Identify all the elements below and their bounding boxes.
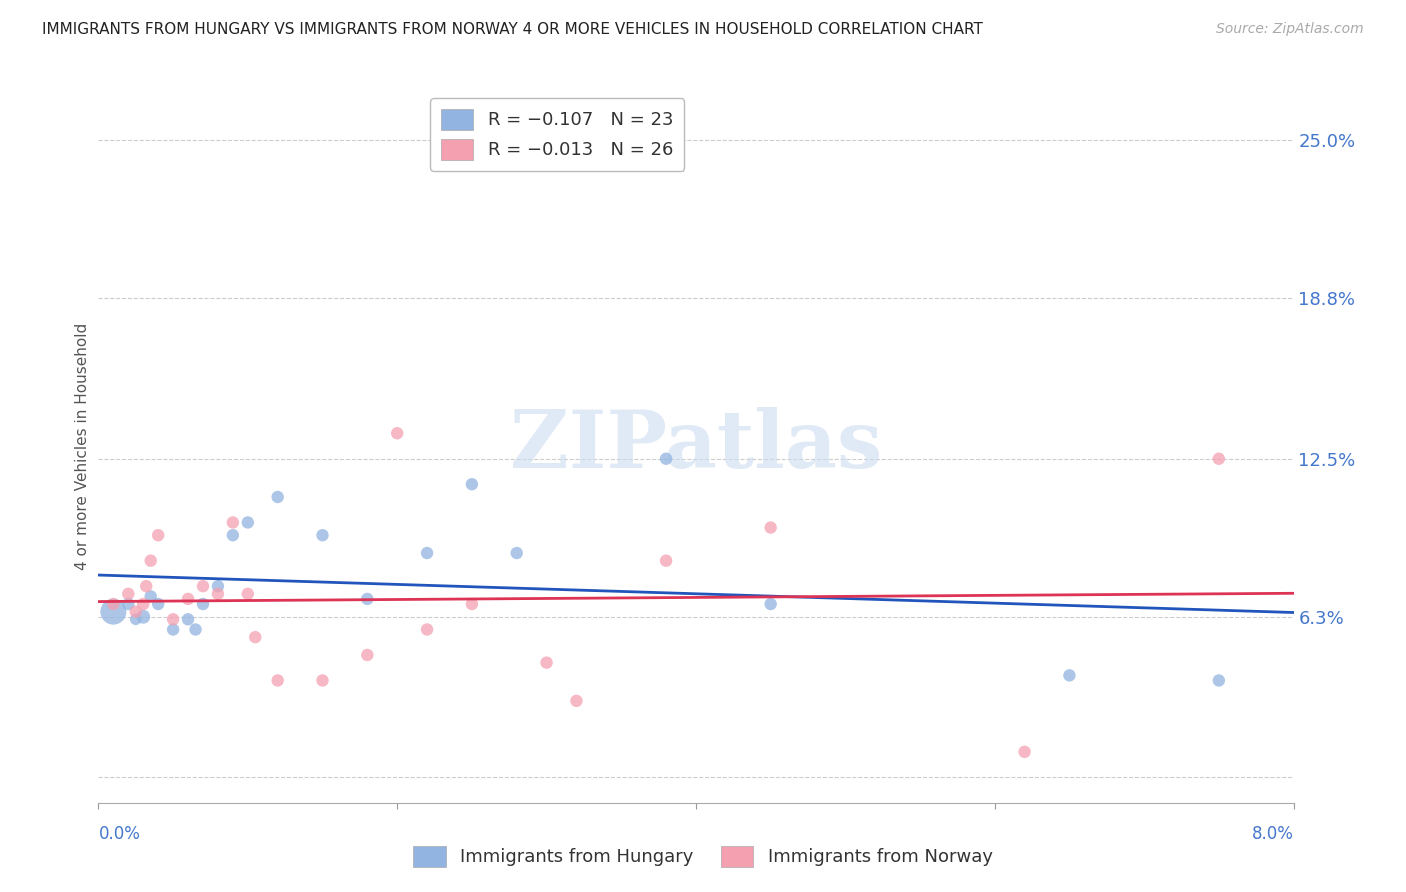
Point: [416, 546, 439, 560]
Text: ZIPatlas: ZIPatlas: [510, 407, 882, 485]
Point: [267, 490, 290, 504]
Point: [1208, 451, 1230, 466]
Point: [385, 426, 409, 441]
Point: [1014, 745, 1036, 759]
Point: [132, 609, 155, 624]
Point: [236, 587, 259, 601]
Point: [461, 597, 484, 611]
Point: [416, 623, 439, 637]
Point: [191, 597, 214, 611]
Point: [207, 579, 229, 593]
Point: [139, 554, 162, 568]
Point: [1059, 668, 1081, 682]
Point: [117, 597, 139, 611]
Point: [536, 656, 558, 670]
Y-axis label: 4 or more Vehicles in Household: 4 or more Vehicles in Household: [75, 322, 90, 570]
Text: 8.0%: 8.0%: [1251, 825, 1294, 843]
Point: [267, 673, 290, 688]
Legend: Immigrants from Hungary, Immigrants from Norway: Immigrants from Hungary, Immigrants from…: [406, 838, 1000, 874]
Text: IMMIGRANTS FROM HUNGARY VS IMMIGRANTS FROM NORWAY 4 OR MORE VEHICLES IN HOUSEHOL: IMMIGRANTS FROM HUNGARY VS IMMIGRANTS FR…: [42, 22, 983, 37]
Point: [148, 528, 170, 542]
Text: Source: ZipAtlas.com: Source: ZipAtlas.com: [1216, 22, 1364, 37]
Point: [311, 528, 333, 542]
Point: [236, 516, 259, 530]
Point: [162, 612, 184, 626]
Point: [148, 597, 170, 611]
Point: [311, 673, 333, 688]
Point: [759, 520, 782, 534]
Point: [191, 579, 214, 593]
Point: [103, 605, 125, 619]
Point: [222, 516, 245, 530]
Point: [222, 528, 245, 542]
Point: [177, 612, 200, 626]
Point: [655, 451, 678, 466]
Legend: R = −0.107   N = 23, R = −0.013   N = 26: R = −0.107 N = 23, R = −0.013 N = 26: [430, 98, 685, 170]
Point: [356, 648, 378, 662]
Text: 0.0%: 0.0%: [98, 825, 141, 843]
Point: [565, 694, 588, 708]
Point: [506, 546, 529, 560]
Point: [103, 597, 125, 611]
Point: [759, 597, 782, 611]
Point: [655, 554, 678, 568]
Point: [207, 587, 229, 601]
Point: [132, 597, 155, 611]
Point: [125, 612, 148, 626]
Point: [135, 579, 157, 593]
Point: [139, 590, 162, 604]
Point: [125, 605, 148, 619]
Point: [184, 623, 207, 637]
Point: [162, 623, 184, 637]
Point: [117, 587, 139, 601]
Point: [1208, 673, 1230, 688]
Point: [245, 630, 267, 644]
Point: [356, 591, 378, 606]
Point: [461, 477, 484, 491]
Point: [177, 591, 200, 606]
